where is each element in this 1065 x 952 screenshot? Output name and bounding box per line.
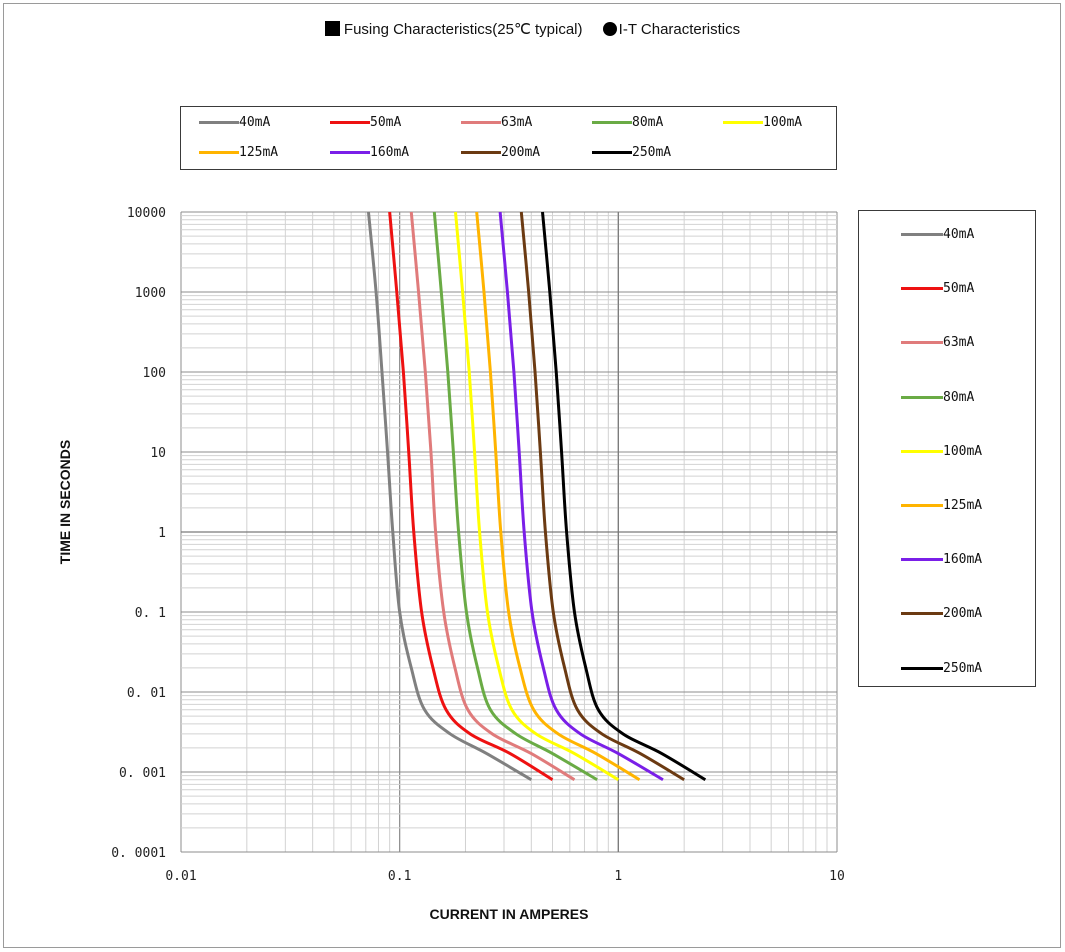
- legend-swatch: [592, 151, 632, 154]
- y-tick-label: 10: [150, 446, 166, 461]
- legend-top-item-160mA: 160mA: [330, 145, 409, 160]
- x-tick-label: 0.01: [165, 869, 196, 884]
- legend-label: 100mA: [943, 443, 983, 459]
- legend-label: 160mA: [943, 552, 983, 568]
- legend-swatch: [901, 395, 943, 399]
- legend-swatch: [901, 612, 943, 616]
- legend-swatch: [901, 233, 943, 236]
- legend-swatch: [901, 341, 943, 345]
- series-line-80mA: [432, 211, 598, 782]
- legend-right-item-100mA: 100mA: [901, 444, 982, 459]
- legend-right-item-50mA: 50mA: [901, 281, 974, 296]
- y-tick-label: 0. 1: [135, 606, 166, 621]
- legend-right-item-160mA: 160mA: [901, 552, 982, 567]
- legend-swatch: [901, 666, 943, 670]
- legend-right-item-125mA: 125mA: [901, 498, 982, 513]
- series-lines: [366, 211, 707, 782]
- legend-swatch: [330, 151, 370, 154]
- legend-top-item-125mA: 125mA: [199, 145, 278, 160]
- x-tick-label: 0.1: [388, 869, 411, 884]
- x-tick-label: 1: [614, 869, 622, 884]
- legend-label: 80mA: [943, 389, 975, 405]
- legend-swatch: [901, 558, 943, 562]
- it-characteristics-legend: I-T Characteristics: [602, 21, 741, 38]
- legend-label: 63mA: [501, 115, 533, 130]
- y-tick-label: 0. 01: [127, 686, 166, 701]
- legend-right-item-80mA: 80mA: [901, 390, 974, 405]
- legend-right-item-250mA: 250mA: [901, 661, 982, 676]
- series-line-160mA: [498, 211, 664, 782]
- y-tick-label: 1000: [135, 286, 166, 301]
- y-tick-label: 1: [158, 526, 166, 541]
- series-line-40mA: [366, 211, 533, 782]
- legend-top-item-63mA: 63mA: [461, 115, 532, 130]
- series-line-250mA: [541, 211, 707, 782]
- legend-top-item-40mA: 40mA: [199, 115, 270, 130]
- chart-header: Fusing Characteristics(25℃ typical) I-T …: [0, 20, 1065, 38]
- fusing-characteristics-legend: Fusing Characteristics(25℃ typical): [324, 20, 583, 38]
- legend-label: 250mA: [943, 660, 983, 676]
- y-tick-label: 100: [143, 366, 166, 381]
- legend-label: 80mA: [632, 115, 664, 130]
- legend-swatch: [461, 121, 501, 124]
- legend-swatch: [199, 121, 239, 124]
- legend-swatch: [723, 121, 763, 124]
- legend-label: 63mA: [943, 335, 975, 351]
- legend-label: 200mA: [501, 145, 541, 160]
- fusing-characteristics-label: Fusing Characteristics(25℃ typical): [343, 21, 583, 38]
- x-tick-label: 10: [829, 869, 845, 884]
- legend-label: 100mA: [763, 115, 803, 130]
- legend-right-item-63mA: 63mA: [901, 335, 974, 350]
- legend-label: 250mA: [632, 145, 672, 160]
- legend-label: 200mA: [943, 606, 983, 622]
- y-tick-label: 10000: [127, 206, 166, 221]
- it-characteristics-label: I-T Characteristics: [618, 21, 741, 38]
- legend-label: 40mA: [943, 227, 975, 242]
- legend-right: 40mA 50mA 63mA 80mA 100mA 125mA 160mA 200mA 250m…: [858, 210, 1036, 687]
- y-tick-label: 0. 0001: [111, 846, 166, 861]
- legend-swatch: [330, 121, 370, 124]
- legend-swatch: [901, 504, 943, 507]
- legend-swatch: [461, 151, 501, 154]
- series-line-125mA: [475, 211, 641, 782]
- legend-swatch: [199, 151, 239, 154]
- legend-top-item-100mA: 100mA: [723, 115, 802, 130]
- legend-label: 125mA: [943, 498, 983, 513]
- series-line-50mA: [388, 211, 554, 782]
- y-axis-title: TIME IN SECONDS: [57, 440, 73, 564]
- legend-swatch: [901, 449, 943, 453]
- legend-label: 40mA: [239, 115, 271, 130]
- series-line-200mA: [519, 211, 685, 782]
- legend-label: 160mA: [370, 145, 410, 160]
- legend-swatch: [592, 121, 632, 124]
- legend-label: 125mA: [239, 145, 279, 160]
- legend-right-item-40mA: 40mA: [901, 227, 974, 242]
- legend-top-item-200mA: 200mA: [461, 145, 540, 160]
- circle-marker-icon: [602, 22, 617, 36]
- series-line-63mA: [409, 211, 576, 782]
- tick-labels: 0.01 0.1 1 10 10000 1000 100 10 1 0. 1 0. 01 0. 001…: [111, 206, 845, 884]
- legend-top-item-250mA: 250mA: [592, 145, 671, 160]
- legend-top: 40mA 50mA 63mA 80mA 100mA 125mA 160mA 200mA 250m…: [180, 106, 837, 170]
- legend-top-item-50mA: 50mA: [330, 115, 401, 130]
- legend-label: 50mA: [943, 281, 975, 297]
- legend-top-item-80mA: 80mA: [592, 115, 663, 130]
- legend-label: 50mA: [370, 115, 402, 130]
- y-tick-label: 0. 001: [119, 766, 166, 781]
- legend-swatch: [901, 287, 943, 291]
- x-axis-title: CURRENT IN AMPERES: [430, 906, 589, 922]
- legend-right-item-200mA: 200mA: [901, 606, 982, 621]
- square-marker-icon: [324, 21, 340, 36]
- series-line-100mA: [453, 211, 620, 782]
